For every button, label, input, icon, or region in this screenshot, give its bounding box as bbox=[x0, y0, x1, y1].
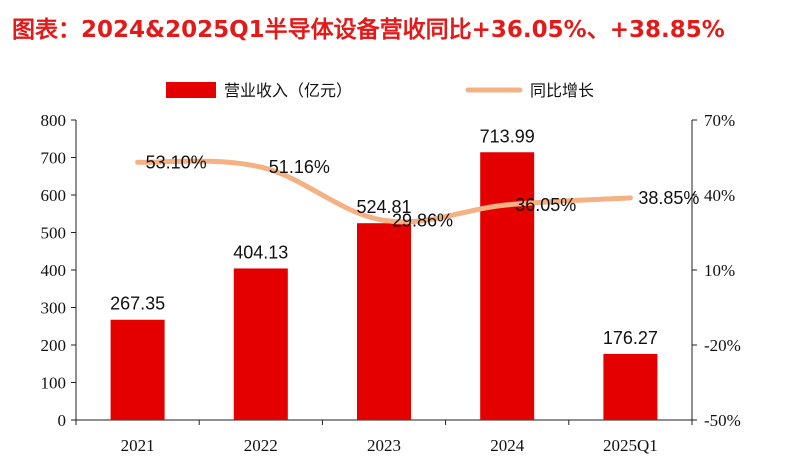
revenue-data-label: 524.81 bbox=[356, 197, 411, 217]
x-tick-label: 2022 bbox=[244, 436, 278, 455]
chart-title: 图表：2024&2025Q1半导体设备营收同比+36.05%、+38.85% bbox=[12, 17, 725, 43]
growth-data-label: 53.10% bbox=[146, 152, 207, 172]
growth-data-label: 51.16% bbox=[269, 157, 330, 177]
revenue-bar bbox=[480, 152, 535, 420]
revenue-data-label: 176.27 bbox=[603, 328, 658, 348]
growth-line bbox=[135, 158, 633, 225]
y-left-tick-label: 800 bbox=[41, 111, 67, 130]
y-right-tick-label: 70% bbox=[704, 111, 735, 130]
y-left-tick-label: 600 bbox=[41, 186, 67, 205]
y-left-tick-label: 500 bbox=[41, 224, 67, 243]
revenue-bar bbox=[233, 268, 288, 420]
y-left-tick-label: 300 bbox=[41, 299, 67, 318]
revenue-bar bbox=[110, 319, 165, 420]
revenue-data-label: 713.99 bbox=[480, 126, 535, 146]
growth-line-path bbox=[135, 158, 633, 225]
y-left-tick-label: 0 bbox=[58, 411, 67, 430]
revenue-data-label: 267.35 bbox=[110, 294, 165, 314]
legend: 营业收入（亿元） 同比增长 bbox=[166, 81, 594, 100]
y-right-tick-label: -20% bbox=[704, 336, 741, 355]
legend-label-revenue: 营业收入（亿元） bbox=[224, 81, 352, 100]
y-left-tick-label: 100 bbox=[41, 374, 67, 393]
revenue-data-label: 404.13 bbox=[233, 242, 288, 262]
growth-data-label: 38.85% bbox=[638, 188, 699, 208]
growth-data-label: 29.86% bbox=[392, 210, 453, 230]
x-tick-label: 2025Q1 bbox=[603, 436, 658, 455]
y-right-tick-label: 40% bbox=[704, 186, 735, 205]
x-tick-label: 2023 bbox=[367, 436, 401, 455]
x-tick-label: 2024 bbox=[490, 436, 525, 455]
growth-data-label: 36.05% bbox=[515, 195, 576, 215]
y-right-tick-label: 10% bbox=[704, 261, 735, 280]
axes: 0 100 200 300 400 500 600 700 800 -50% -20% 10% 40% 7… bbox=[41, 111, 741, 455]
y-left-tick-label: 400 bbox=[41, 261, 67, 280]
legend-swatch-revenue bbox=[166, 82, 216, 98]
x-tick-label: 2021 bbox=[121, 436, 155, 455]
revenue-bar bbox=[357, 223, 411, 420]
bars bbox=[110, 152, 658, 420]
y-left-tick-label: 700 bbox=[41, 149, 67, 168]
revenue-bar bbox=[603, 353, 658, 420]
data-labels: 267.35 404.13 524.81 713.99 176.27 53.10% 51.1… bbox=[110, 126, 699, 348]
y-right-tick-label: -50% bbox=[704, 411, 741, 430]
legend-label-growth: 同比增长 bbox=[530, 81, 594, 100]
y-left-tick-label: 200 bbox=[41, 336, 67, 355]
